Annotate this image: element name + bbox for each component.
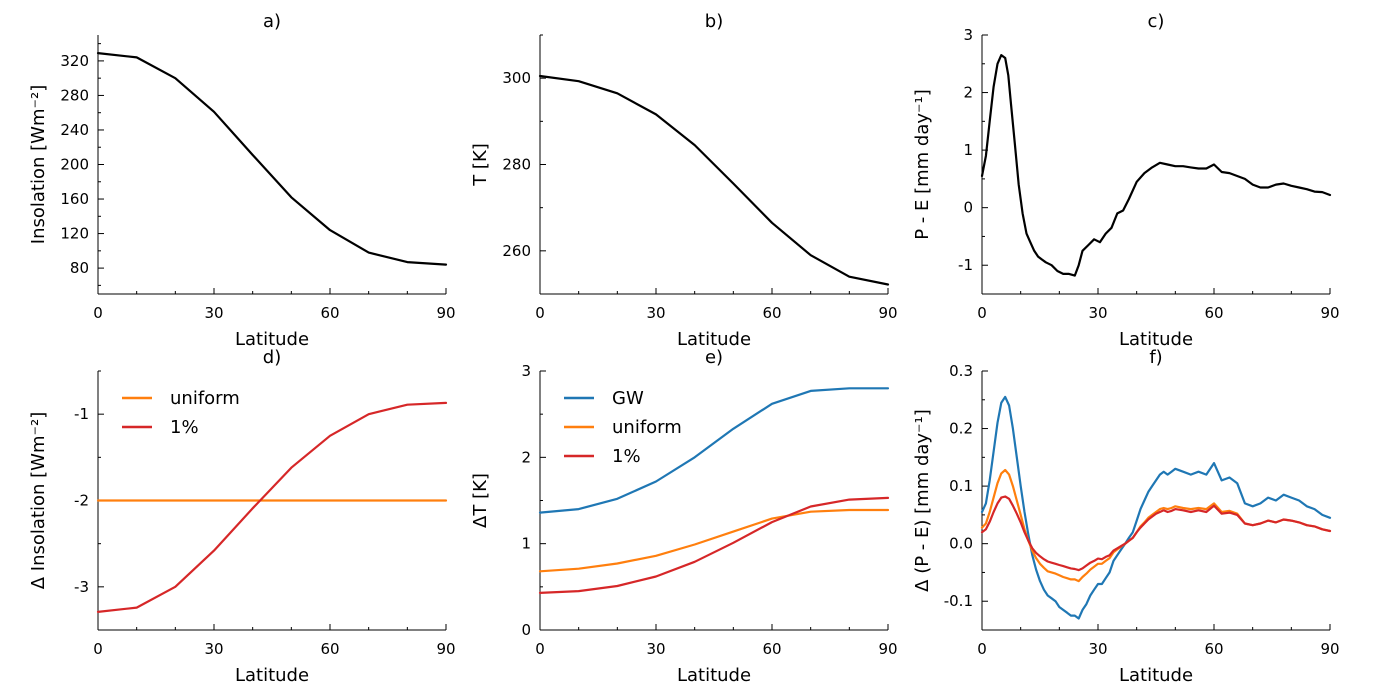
y-tick-label: 1	[963, 141, 973, 159]
y-tick-label: -0.1	[944, 592, 973, 610]
y-axis-label: Δ Insolation [Wm⁻²]	[28, 412, 49, 589]
chart-panel-b: 0 30 60 90 260 280 300 b) Latitude T [K]	[470, 11, 898, 350]
series-line-blue	[980, 395, 1332, 620]
x-axis-label: Latitude	[677, 329, 751, 350]
x-tick-label: 90	[878, 304, 897, 322]
y-tick-label: -1	[74, 405, 89, 423]
series-line-black	[980, 53, 1332, 277]
legend-label: GW	[612, 388, 644, 409]
series-line-red	[980, 495, 1332, 572]
y-tick-label: 160	[60, 190, 89, 208]
series-line-1pct	[96, 401, 448, 614]
x-tick-label: 60	[1204, 304, 1223, 322]
x-tick-label: 0	[535, 640, 545, 658]
y-tick-label: -1	[958, 256, 973, 274]
y-tick-label: 200	[60, 156, 89, 174]
y-tick-label: 80	[70, 259, 89, 277]
series-line-1pct	[538, 496, 890, 595]
y-tick-label: 280	[502, 156, 531, 174]
y-tick-label: 0.0	[949, 535, 973, 553]
x-tick-label: 0	[535, 304, 545, 322]
x-tick-label: 0	[93, 640, 103, 658]
x-tick-label: 0	[977, 304, 987, 322]
panel-title: e)	[705, 347, 723, 368]
y-axis-label: P - E [mm day⁻¹]	[912, 89, 933, 240]
y-tick-label: 2	[963, 84, 973, 102]
panel-title: b)	[705, 11, 723, 32]
x-tick-label: 90	[1320, 640, 1339, 658]
y-tick-label: 0.3	[949, 362, 973, 380]
legend-label: uniform	[170, 388, 240, 409]
y-tick-label: 0.1	[949, 477, 973, 495]
x-axis-label: Latitude	[235, 329, 309, 350]
y-tick-label: 300	[502, 69, 531, 87]
panel-title: a)	[263, 11, 281, 32]
panel-title: d)	[263, 347, 281, 368]
x-tick-label: 90	[1320, 304, 1339, 322]
x-tick-label: 0	[977, 640, 987, 658]
x-tick-label: 90	[436, 304, 455, 322]
x-tick-label: 30	[204, 304, 223, 322]
y-tick-label: 3	[963, 26, 973, 44]
y-tick-label: 120	[60, 225, 89, 243]
chart-panel-d: 0 30 60 90 -3 -2 -1 d) Latitude Δ Insolation [Wm⁻…	[28, 347, 456, 686]
legend-label: uniform	[612, 417, 682, 438]
panel-title: f)	[1149, 347, 1162, 368]
y-tick-label: 320	[60, 52, 89, 70]
y-tick-label: 260	[502, 242, 531, 260]
x-tick-label: 0	[93, 304, 103, 322]
y-tick-label: 280	[60, 86, 89, 104]
chart-panel-e: 0 30 60 90 0 1 2 3 e) Latitude ΔT [K] GW uniform 1%	[470, 347, 898, 686]
chart-panel-f: 0 30 60 90 -0.1 0.0 0.1 0.2 0.3 f) Latitude Δ (P - …	[912, 347, 1340, 686]
y-tick-label: 1	[521, 535, 531, 553]
x-axis-label: Latitude	[1119, 665, 1193, 686]
x-tick-label: 60	[1204, 640, 1223, 658]
y-tick-label: 0	[521, 621, 531, 639]
x-tick-label: 30	[1088, 304, 1107, 322]
y-axis-label: T [K]	[470, 143, 491, 187]
x-axis-label: Latitude	[677, 665, 751, 686]
x-tick-label: 60	[762, 304, 781, 322]
series-line-black	[538, 74, 890, 286]
chart-panel-c: 0 30 60 90 -1 0 1 2 3 c) Latitude P - E [mm day⁻¹]	[912, 11, 1340, 350]
panel-title: c)	[1148, 11, 1165, 32]
legend-label: 1%	[612, 446, 641, 467]
x-axis-label: Latitude	[1119, 329, 1193, 350]
legend-label: 1%	[170, 417, 199, 438]
series-line-black	[96, 51, 448, 266]
y-tick-label: 0	[963, 199, 973, 217]
y-tick-label: 0.2	[949, 420, 973, 438]
x-tick-label: 60	[762, 640, 781, 658]
y-tick-label: 2	[521, 448, 531, 466]
x-tick-label: 60	[320, 640, 339, 658]
y-axis-label: Δ (P - E) [mm day⁻¹]	[912, 409, 933, 592]
y-axis-label: Insolation [Wm⁻²]	[28, 85, 49, 244]
x-axis-label: Latitude	[235, 665, 309, 686]
chart-panel-a: 0 30 60 90 80 120 160 200 240 280 320 a) Latitude Ins…	[28, 11, 456, 350]
y-tick-label: 240	[60, 121, 89, 139]
y-tick-label: 3	[521, 362, 531, 380]
series-line-uniform	[538, 508, 890, 573]
x-tick-label: 30	[1088, 640, 1107, 658]
x-tick-label: 30	[204, 640, 223, 658]
y-tick-label: -3	[74, 578, 89, 596]
y-axis-label: ΔT [K]	[470, 473, 491, 528]
series-line-gw	[538, 387, 890, 514]
x-tick-label: 90	[878, 640, 897, 658]
x-tick-label: 30	[646, 304, 665, 322]
x-tick-label: 90	[436, 640, 455, 658]
x-tick-label: 60	[320, 304, 339, 322]
y-tick-label: -2	[74, 492, 89, 510]
x-tick-label: 30	[646, 640, 665, 658]
